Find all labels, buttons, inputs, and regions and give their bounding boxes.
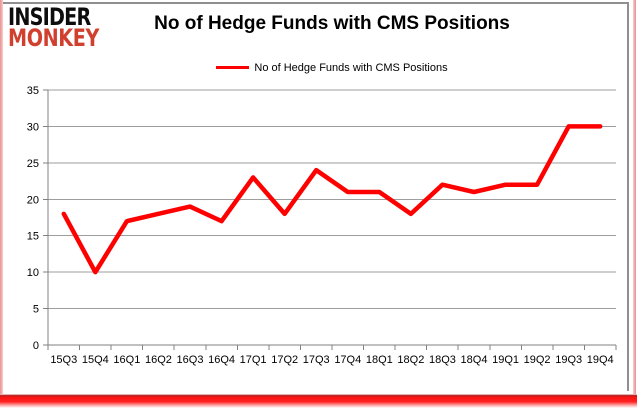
x-axis-label: 18Q3 (429, 354, 456, 366)
y-axis-label: 5 (33, 304, 39, 316)
x-axis-label: 16Q4 (208, 354, 235, 366)
x-axis-label: 17Q1 (240, 354, 267, 366)
x-axis-label: 15Q4 (82, 354, 109, 366)
x-axis-label: 19Q4 (587, 354, 614, 366)
y-axis-label: 35 (27, 85, 39, 97)
y-axis-label: 20 (27, 194, 39, 206)
x-axis-label: 18Q4 (461, 354, 488, 366)
logo-text-monkey: MONKEY (8, 23, 99, 52)
x-axis-label: 17Q3 (303, 354, 330, 366)
x-axis-label: 19Q3 (555, 354, 582, 366)
x-axis-label: 16Q2 (145, 354, 172, 366)
x-axis-label: 18Q2 (397, 354, 424, 366)
chart-svg: 0 5 10 15 20 25 30 35 15Q3 15Q4 16Q1 16Q2 16Q3 16Q4 17… (27, 85, 617, 366)
x-axis-label: 17Q2 (271, 354, 298, 366)
x-axis-label: 19Q1 (492, 354, 519, 366)
x-axis-label: 16Q1 (113, 354, 140, 366)
frame-border-top (2, 2, 629, 4)
page-title: No of Hedge Funds with CMS Positions (154, 13, 510, 34)
frame-border-right (627, 2, 629, 391)
data-line-series (61, 124, 603, 275)
legend-line-marker-icon (216, 66, 250, 69)
legend: No of Hedge Funds with CMS Positions (48, 56, 616, 74)
frame-bottom-red-bar (0, 394, 637, 408)
legend-label: No of Hedge Funds with CMS Positions (254, 61, 448, 74)
x-axis-label: 15Q3 (50, 354, 77, 366)
y-axis-label: 0 (33, 340, 39, 352)
line-chart: 0 5 10 15 20 25 30 35 15Q3 15Q4 16Q1 16Q2 16Q3 16Q4 17… (0, 80, 637, 392)
y-axis-label: 10 (27, 267, 39, 279)
y-axis-label: 25 (27, 158, 39, 170)
x-axis-label: 17Q4 (334, 354, 361, 366)
x-axis-label: 18Q1 (366, 354, 393, 366)
y-axis-label: 15 (27, 231, 39, 243)
y-axis-label: 30 (27, 121, 39, 133)
frame-edge-left (0, 0, 3, 400)
x-axis-label: 19Q2 (524, 354, 551, 366)
x-axis-label: 16Q3 (177, 354, 204, 366)
insider-monkey-logo: INSIDER MONKEY (8, 3, 99, 52)
frame-edge-right (633, 0, 636, 400)
logo-text-insider: INSIDER (8, 3, 91, 31)
